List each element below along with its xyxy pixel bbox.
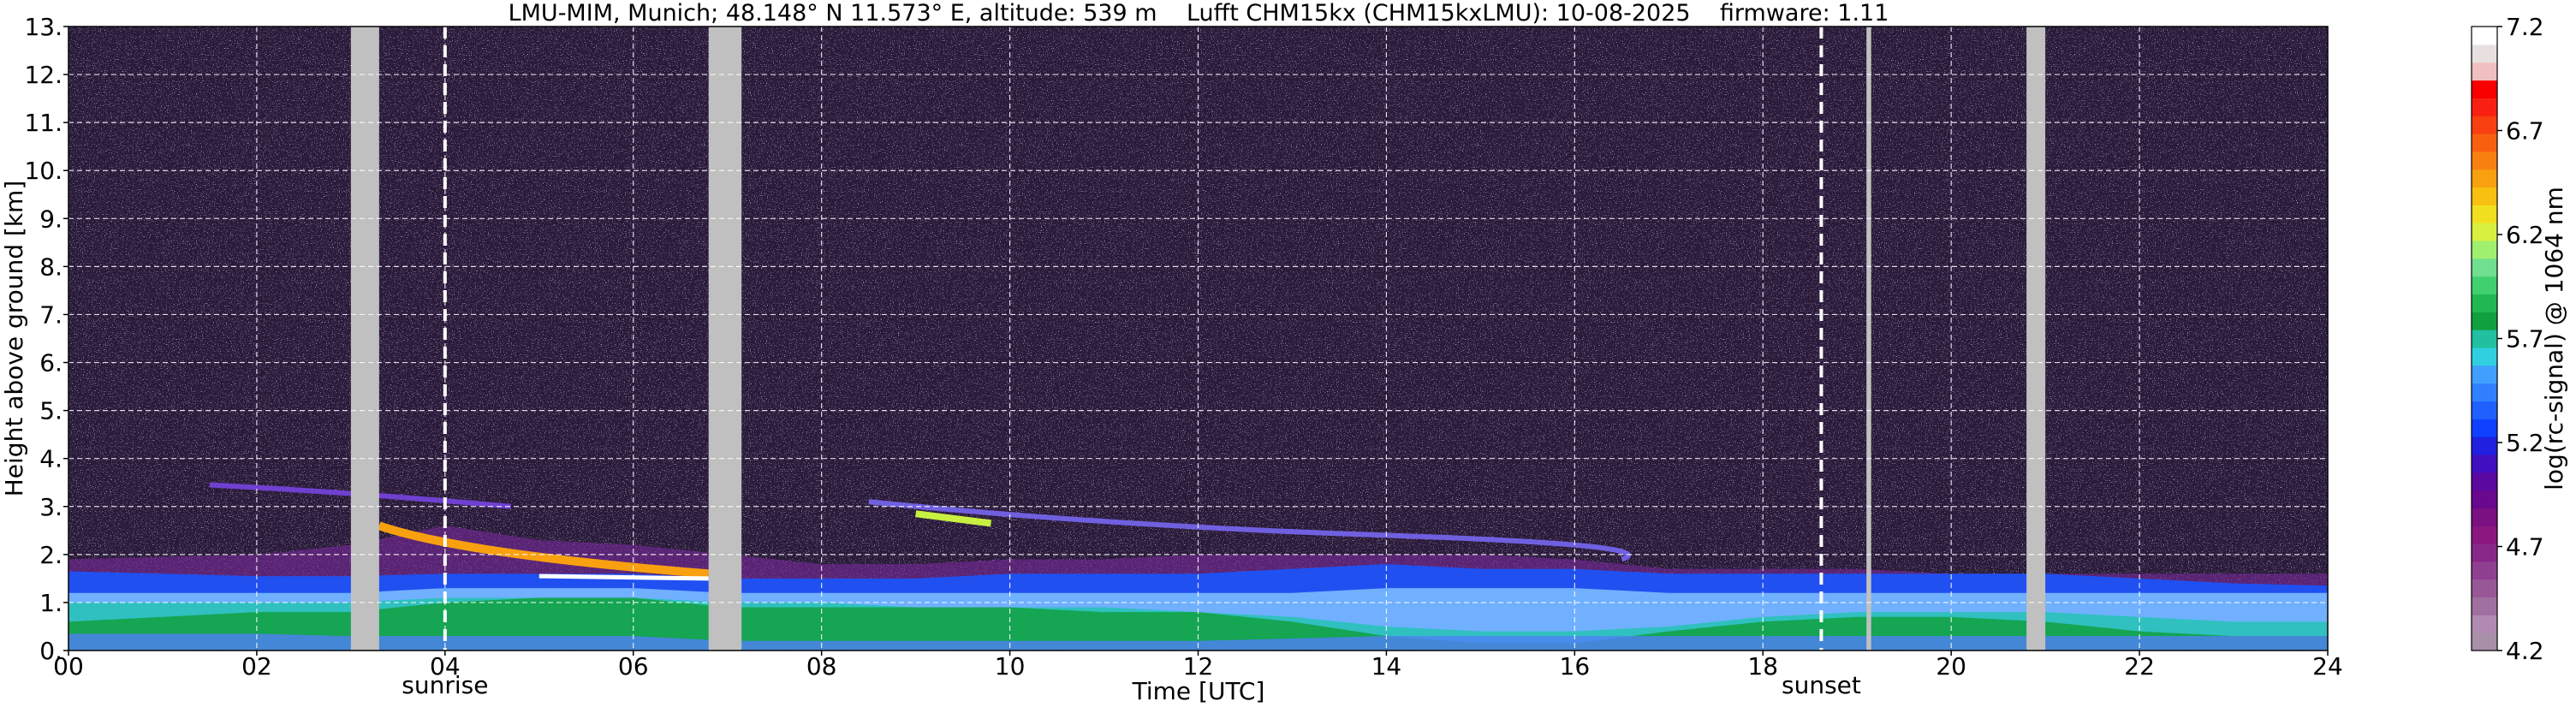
colorbar-segment (2472, 98, 2497, 116)
elevated-layer-2 (868, 499, 1632, 562)
colorbar-segment (2472, 419, 2497, 437)
colorbar-segment (2472, 526, 2497, 544)
cloud-layer-orange (378, 521, 710, 579)
x-tick-label: 00 (53, 652, 84, 680)
y-tick-label: 6. (39, 349, 62, 377)
colorbar-segment (2472, 561, 2497, 580)
x-tick-label: 18 (1747, 652, 1778, 680)
colorbar-segment (2472, 633, 2497, 651)
data-gap-1 (708, 27, 742, 651)
colorbar-segment (2472, 383, 2497, 401)
x-tick-label: 20 (1936, 652, 1966, 680)
colorbar-segment (2472, 472, 2497, 491)
colorbar-label: log(rc-signal) @ 1064 nm (2540, 187, 2568, 490)
x-tick-label: 04 (430, 652, 461, 680)
colorbar: 4.2 4.7 5.2 5.7 6.2 6.7 7.2 (2471, 13, 2544, 665)
colorbar-segment (2472, 615, 2497, 633)
colorbar-segment (2472, 169, 2497, 188)
colorbar-tick-label: 5.2 (2506, 429, 2544, 457)
colorbar-segment (2472, 597, 2497, 615)
y-tick-label: 10. (24, 157, 62, 185)
y-tick-label: 1. (39, 589, 62, 617)
x-tick-label: 16 (1560, 652, 1591, 680)
colorbar-tick-label: 4.7 (2506, 533, 2544, 561)
x-tick-label: 14 (1371, 652, 1402, 680)
y-tick-label: 8. (39, 253, 62, 281)
colorbar-tick-label: 5.7 (2506, 325, 2544, 354)
colorbar-segment (2472, 401, 2497, 419)
x-tick-label: 24 (2312, 652, 2343, 680)
colorbar-segment (2472, 187, 2497, 205)
x-tick-label: 08 (806, 652, 837, 680)
x-axis: 00 02 04 06 08 10 12 14 16 18 20 22 24 (53, 651, 2343, 680)
y-axis-label: Height above ground [km] (0, 181, 28, 497)
colorbar-segment (2472, 365, 2497, 384)
y-tick-label: 4. (39, 445, 62, 473)
colorbar-segment (2472, 223, 2497, 241)
colorbar-segment (2472, 347, 2497, 366)
colorbar-tick-label: 6.7 (2506, 117, 2544, 146)
chart-title: LMU-MIM, Munich; 48.148° N 11.573° E, al… (509, 0, 1889, 27)
colorbar-segment (2472, 294, 2497, 312)
colorbar-segment (2472, 276, 2497, 295)
colorbar-tick-label: 6.2 (2506, 221, 2544, 249)
y-tick-label: 9. (39, 205, 62, 233)
y-tick-label: 5. (39, 397, 62, 425)
colorbar-segment (2472, 133, 2497, 152)
colorbar-segment (2472, 27, 2497, 45)
y-tick-label: 0. (39, 637, 62, 665)
x-tick-label: 12 (1183, 652, 1214, 680)
colorbar-segment (2472, 544, 2497, 562)
data-gap-2 (1866, 27, 1871, 651)
colorbar-segment (2472, 258, 2497, 277)
colorbar-segment (2472, 116, 2497, 134)
colorbar-tick-label: 4.2 (2506, 637, 2544, 665)
colorbar-segment (2472, 579, 2497, 598)
colorbar-tick-label: 7.2 (2506, 13, 2544, 41)
cloud-layer-white (538, 573, 709, 581)
y-axis: 0. 1. 2. 3. 4. 5. 6. 7. 8. 9. 10. 11. 12. 13. (24, 13, 68, 665)
colorbar-segment (2472, 62, 2497, 81)
y-tick-label: 2. (39, 541, 62, 569)
elevated-layer-bright (915, 510, 992, 527)
y-tick-label: 13. (24, 13, 62, 41)
x-tick-label: 02 (241, 652, 272, 680)
colorbar-segment (2472, 205, 2497, 223)
colorbar-segment (2472, 330, 2497, 348)
colorbar-segment (2472, 508, 2497, 526)
colorbar-segment (2472, 80, 2497, 98)
sunrise-label: sunrise (402, 671, 488, 699)
y-tick-label: 3. (39, 493, 62, 521)
y-tick-label: 11. (24, 109, 62, 137)
data-gap-0 (350, 27, 379, 651)
colorbar-segment (2472, 240, 2497, 259)
colorbar-segment (2472, 44, 2497, 63)
colorbar-segment (2472, 490, 2497, 508)
x-axis-label: Time [UTC] (1132, 677, 1265, 705)
y-tick-label: 7. (39, 300, 62, 329)
colorbar-segment (2472, 151, 2497, 170)
event-lines: sunrise sunset (402, 27, 1861, 699)
y-tick-label: 12. (24, 61, 62, 89)
sunset-label: sunset (1782, 671, 1861, 699)
data-gap-3 (2026, 27, 2046, 651)
x-tick-label: 22 (2124, 652, 2155, 680)
x-tick-label: 10 (995, 652, 1026, 680)
colorbar-segment (2472, 312, 2497, 330)
x-tick-label: 06 (618, 652, 649, 680)
colorbar-segment (2472, 454, 2497, 473)
colorbar-segment (2472, 437, 2497, 455)
